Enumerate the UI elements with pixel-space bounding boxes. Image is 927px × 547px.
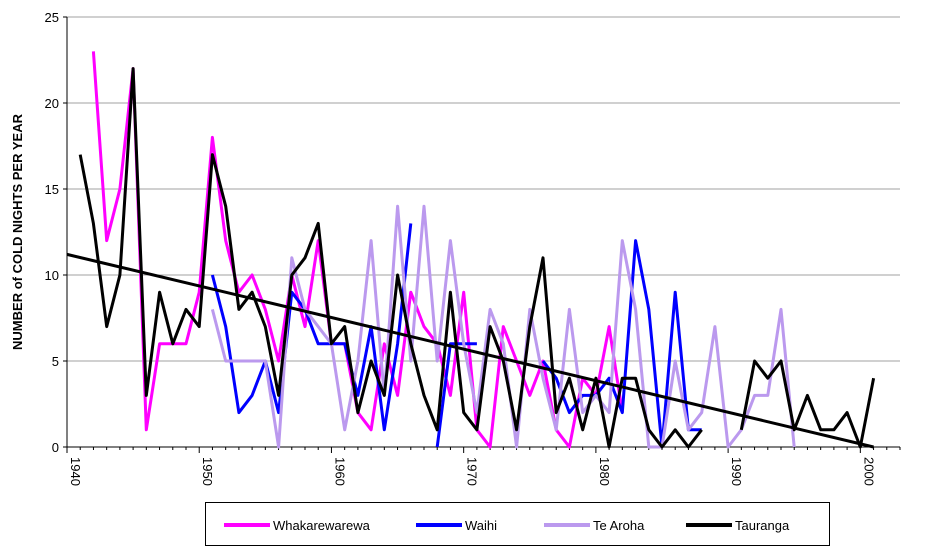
legend-item-waihi: Waihi bbox=[416, 517, 497, 533]
x-tick-label-5: 1990 bbox=[729, 457, 744, 486]
x-tick-label-2: 1960 bbox=[332, 457, 347, 486]
legend-label-waihi: Waihi bbox=[465, 517, 498, 533]
legend-item-te-aroha: Te Aroha bbox=[544, 517, 644, 533]
legend-swatch-te-aroha bbox=[544, 523, 590, 527]
series-line-te-aroha bbox=[210, 204, 796, 449]
legend-swatch-waihi bbox=[416, 523, 462, 527]
y-tick-label-0: 0 bbox=[52, 440, 59, 455]
legend-label-te-aroha: Te Aroha bbox=[593, 517, 645, 533]
legend-swatch-whakarewarewa bbox=[224, 523, 270, 527]
y-tick-label-2: 10 bbox=[45, 268, 59, 283]
y-tick-label-1: 5 bbox=[52, 354, 59, 369]
legend-swatch-tauranga bbox=[686, 523, 732, 527]
x-tick-label-1: 1950 bbox=[200, 457, 215, 486]
x-tick-label-6: 2000 bbox=[861, 457, 876, 486]
x-tick-label-0: 1940 bbox=[68, 457, 83, 486]
trendline bbox=[66, 252, 874, 449]
y-tick-label-4: 20 bbox=[45, 96, 59, 111]
legend-item-whakarewarewa: Whakarewarewa bbox=[224, 517, 370, 533]
y-axis-label: NUMBER of COLD NIGHTS PER YEAR bbox=[10, 113, 25, 350]
legend-item-tauranga: Tauranga bbox=[686, 517, 789, 533]
x-tick-label-4: 1980 bbox=[597, 457, 612, 486]
y-tick-label-5: 25 bbox=[45, 10, 59, 25]
series-line-whakarewarewa bbox=[91, 51, 624, 449]
legend-label-tauranga: Tauranga bbox=[735, 517, 790, 533]
chart: 0 5 10 15 20 25 1940 1950 1960 1970 1980 1990 2000 NU… bbox=[10, 10, 901, 486]
x-tick-label-3: 1970 bbox=[465, 457, 480, 486]
series-line-tauranga bbox=[78, 67, 876, 449]
y-tick-label-3: 15 bbox=[45, 182, 59, 197]
legend-label-whakarewarewa: Whakarewarewa bbox=[273, 517, 370, 533]
legend: Whakarewarewa Waihi Te Aroha Tauranga bbox=[205, 502, 830, 546]
